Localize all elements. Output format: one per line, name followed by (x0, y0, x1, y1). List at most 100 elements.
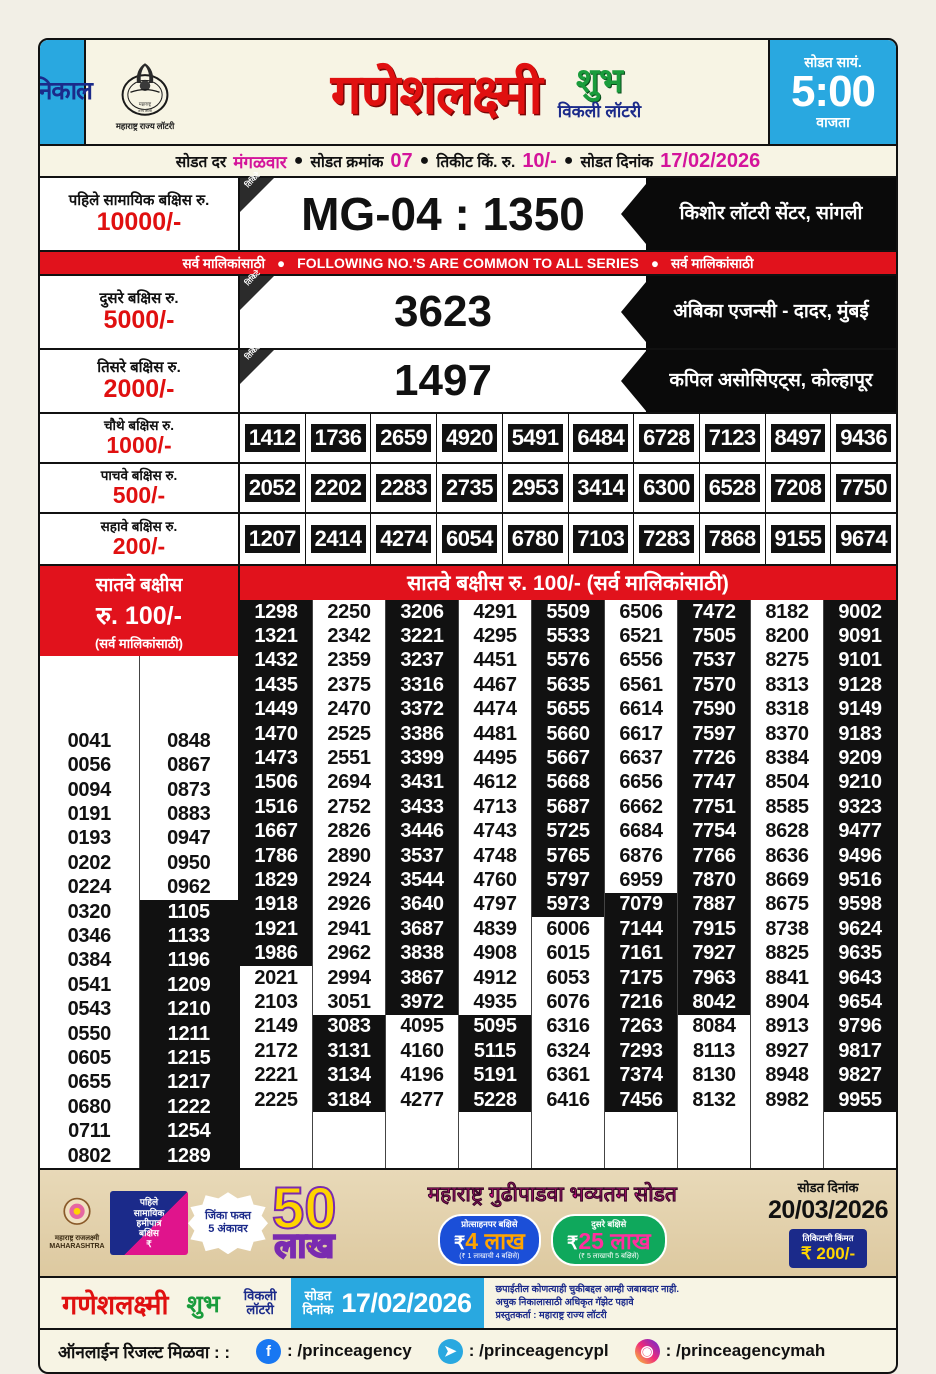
prize-number: 6054 (441, 524, 497, 554)
seventh-prize-number: 6361 (532, 1063, 604, 1088)
ad-emblem-block: महाराष्ट्र राजलक्ष्मी MAHARASHTRA (44, 1196, 110, 1250)
seventh-prize-number: 6521 (605, 624, 677, 649)
fifth-prize-numbers: 2052 2202 2283 2735 2953 3414 6300 6528 7208 7750 (240, 464, 896, 512)
seventh-prize-number: 7570 (678, 673, 750, 698)
seventh-prize-number: 6614 (605, 697, 677, 722)
footer-disclaimer-3: प्रस्तुतकर्ता : महाराष्ट्र राज्य लॉटरी (495, 1309, 607, 1321)
telegram-icon[interactable]: ➤ (437, 1338, 463, 1364)
seventh-prize-number: 0867 (139, 753, 238, 778)
prize-number: 7103 (573, 524, 629, 554)
second-prize-number: 3623 (394, 287, 492, 336)
chevron-left-icon (621, 282, 646, 342)
ad-headline: महाराष्ट्र गुढीपाडवा भव्यतम सोडत (427, 1183, 677, 1206)
draw-day-value: मंगळवार (233, 152, 287, 172)
seventh-prize-number: 3134 (313, 1063, 385, 1088)
seventh-prize-right: सातवे बक्षीस रु. 100/- (सर्व मालिकांसाठी… (240, 566, 896, 1169)
seventh-prize-number: 8130 (678, 1063, 750, 1088)
seventh-prize-number: 9827 (824, 1063, 896, 1088)
seventh-prize-number: 2225 (240, 1087, 312, 1113)
seventh-prize-number: 6637 (605, 746, 677, 771)
prize-number: 2659 (376, 423, 432, 453)
sixth-prize-numbers: 1207 2414 4274 6054 6780 7103 7283 7868 9155 9674 (240, 514, 896, 564)
seventh-right-columns: 1298 1321 1432 1435 1449 1470 1473 1506 1516 1667… (240, 600, 896, 1169)
spacer-cell (40, 704, 139, 730)
seventh-prize-number: 3131 (313, 1039, 385, 1064)
seventh-prize-number: 4713 (459, 795, 531, 820)
seventh-prize-number: 3206 (386, 600, 458, 625)
advertisement-banner[interactable]: महाराष्ट्र राजलक्ष्मी MAHARASHTRA पहिले … (38, 1170, 898, 1279)
footer-date-label1: सोडत (304, 1287, 332, 1303)
seventh-prize-number: 5667 (532, 746, 604, 771)
seventh-prize-number: 4474 (459, 697, 531, 722)
facebook-icon[interactable]: f (256, 1338, 282, 1364)
second-prize-title: दुसरे बक्षिस रु. (99, 289, 179, 307)
prize-number-cell: 2283 (371, 464, 438, 512)
social-telegram[interactable]: ➤ : /princeagencypl (437, 1338, 609, 1364)
ad-tag-line1: पहिले (139, 1197, 159, 1208)
prize-number-cell: 1736 (306, 414, 372, 462)
prize-number: 1412 (244, 423, 300, 453)
seventh-prize-number: 2752 (313, 795, 385, 820)
seventh-prize-number: 3386 (386, 721, 458, 747)
social-facebook[interactable]: f : /princeagency (256, 1338, 412, 1364)
seventh-prize-number: 7870 (678, 868, 750, 893)
prize-number-cell: 9436 (831, 414, 896, 462)
ad-middle: महाराष्ट्र गुढीपाडवा भव्यतम सोडत प्रोत्स… (341, 1180, 764, 1267)
seventh-prize-number: 9496 (824, 843, 896, 869)
first-prize-label: पहिले सामायिक बक्षिस रु. 10000/- (40, 178, 240, 250)
seventh-prize-number: 2525 (313, 721, 385, 747)
seventh-prize-number: 6324 (532, 1039, 604, 1064)
separator-dot: ● (419, 152, 430, 169)
seventh-prize-number: 8675 (751, 892, 823, 918)
draw-number-label: सोडत क्रमांक (310, 154, 384, 171)
seventh-prize-number: 6076 (532, 990, 604, 1015)
instagram-icon[interactable]: ◉ (634, 1338, 660, 1364)
seventh-prize-number: 3221 (386, 624, 458, 649)
first-prize-number: MG-04 : 1350 (301, 188, 585, 240)
seventh-prize-number: 5655 (532, 697, 604, 722)
first-prize-amount: 10000/- (96, 207, 182, 236)
seventh-prize-number: 8636 (751, 843, 823, 869)
footer-brand-bar: गणेशलक्ष्मी शुभ विकली लॉटरी सोडत दिनांक … (38, 1278, 898, 1331)
seventh-prize-number: 1211 (139, 1021, 238, 1047)
rupee-icon: ₹ (146, 1238, 152, 1249)
seventh-prize-number: 9002 (824, 600, 896, 625)
seventh-prize-number: 9654 (824, 990, 896, 1015)
seventh-prize-number: 2103 (240, 990, 312, 1015)
prize-number-cell: 2953 (503, 464, 569, 512)
prize-number-cell: 7208 (766, 464, 832, 512)
seventh-prize-number: 9209 (824, 746, 896, 771)
title-block: गणेशलक्ष्मी शुभ विकली लॉटरी (204, 40, 768, 144)
seventh-prize-number: 7456 (605, 1087, 677, 1113)
ad-prize-a-amount: 4 (465, 1227, 479, 1254)
rupee-icon: ₹ (566, 1232, 579, 1253)
prize-number: 1207 (244, 524, 300, 554)
telegram-handle[interactable]: : /princeagencypl (468, 1341, 609, 1361)
seventh-prize-number: 1298 (240, 600, 312, 625)
ticket-corner-icon (240, 350, 274, 384)
prize-number-cell: 7103 (569, 514, 635, 564)
seventh-prize-number: 7751 (678, 795, 750, 820)
facebook-handle[interactable]: : /princeagency (287, 1341, 412, 1361)
social-instagram[interactable]: ◉ : /princeagencymah (634, 1338, 826, 1364)
ad-prize-b-unit: लाख (610, 1227, 651, 1254)
ad-prize-a-label: प्रोत्साहनपर बक्षिसे (461, 1219, 518, 1229)
footer-title: गणेशलक्ष्मी (62, 1289, 169, 1320)
third-prize-amount: 2000/- (103, 374, 175, 403)
prize-number-cell: 4274 (371, 514, 438, 564)
seventh-prize-number: 4295 (459, 624, 531, 649)
ad-tag-line2: सामायिक (133, 1207, 165, 1218)
seventh-prize-number: 0320 (40, 899, 139, 925)
seventh-prize-number: 8042 (678, 990, 750, 1015)
top-prizes: पहिले सामायिक बक्षिस रु. 10000/- तिकिटे … (38, 170, 898, 414)
seventh-prize-number: 5725 (532, 819, 604, 844)
third-prize-agency: कपिल असोसिएट्स, कोल्हापूर (621, 350, 896, 412)
seventh-prize-number: 1432 (240, 648, 312, 674)
seventh-prize-number: 0873 (139, 777, 238, 803)
seventh-prize-number: 8084 (678, 1014, 750, 1040)
seventh-prize-number: 3184 (313, 1087, 385, 1113)
instagram-handle[interactable]: : /princeagencymah (665, 1341, 826, 1361)
seventh-prize-number: 6316 (532, 1014, 604, 1040)
prize-number: 4274 (376, 524, 432, 554)
spacer-cell (139, 704, 238, 730)
